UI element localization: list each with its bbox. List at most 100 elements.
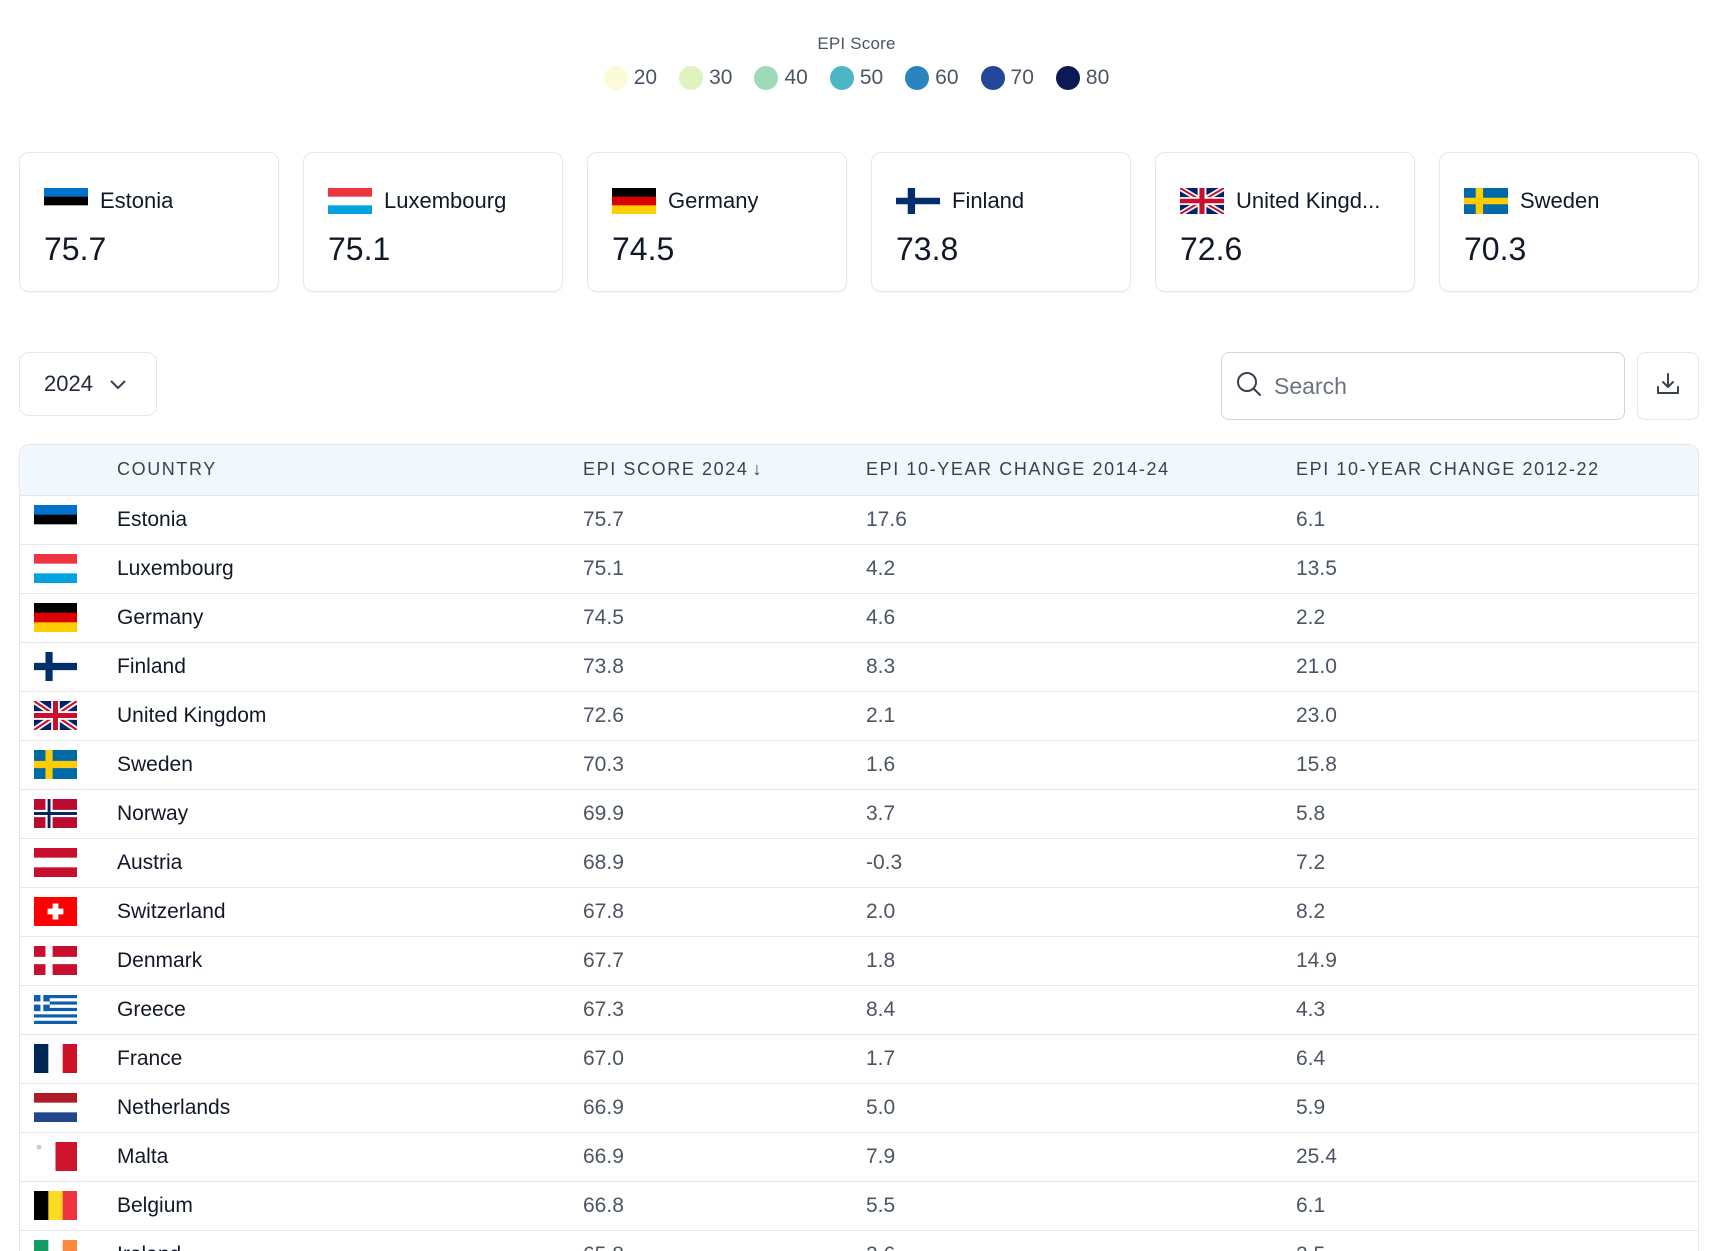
table-row[interactable]: Greece 67.3 8.4 4.3 bbox=[20, 985, 1698, 1034]
country-cell: Netherlands bbox=[117, 1095, 231, 1119]
legend-item: 70 bbox=[980, 66, 1034, 90]
country-cell: Sweden bbox=[117, 752, 193, 776]
country-card-score: 75.7 bbox=[44, 231, 107, 267]
table-row[interactable]: Norway 69.9 3.7 5.8 bbox=[20, 789, 1698, 838]
greece-flag-icon bbox=[20, 985, 117, 1034]
country-card-name: Finland bbox=[952, 188, 1025, 213]
country-card-header: Estonia bbox=[44, 187, 254, 215]
download-button[interactable] bbox=[1637, 352, 1699, 420]
change-2014-24-cell: 5.0 bbox=[866, 1095, 896, 1119]
united-kingdom-flag bbox=[1180, 188, 1224, 214]
score-cell: 66.9 bbox=[583, 1144, 624, 1168]
table-row[interactable]: Netherlands 66.9 5.0 5.9 bbox=[20, 1083, 1698, 1132]
country-card-header: Luxembourg bbox=[328, 187, 538, 215]
legend-item-label: 50 bbox=[859, 66, 884, 89]
country-cell: Belgium bbox=[117, 1193, 193, 1217]
search-box[interactable] bbox=[1221, 352, 1625, 420]
flag-header bbox=[20, 445, 117, 495]
legend-item-label: 70 bbox=[1010, 66, 1034, 89]
change-2012-22-cell: 21.0 bbox=[1296, 654, 1337, 678]
change-2012-22-cell: 6.1 bbox=[1296, 1193, 1326, 1217]
change-2012-22-cell: 2.2 bbox=[1296, 605, 1326, 629]
epi-score-legend: EPI Score 20 30 40 50 60 70 80 bbox=[0, 34, 1713, 90]
table-row[interactable]: Ireland 65.8 2.6 2.5 bbox=[20, 1230, 1698, 1251]
table-row[interactable]: Sweden 70.3 1.6 15.8 bbox=[20, 740, 1698, 789]
legend-title: EPI Score bbox=[817, 34, 896, 53]
change-2012-22-cell: 25.4 bbox=[1296, 1144, 1337, 1168]
legend-color-dot bbox=[679, 66, 704, 90]
score-cell: 65.8 bbox=[583, 1230, 866, 1251]
top-country-cards: Estonia 75.7 Luxembourg 75.1 Germany 74.… bbox=[19, 152, 1699, 292]
country-card-score: 74.5 bbox=[612, 231, 675, 267]
luxembourg-flag bbox=[328, 188, 372, 214]
country-header[interactable]: COUNTRY bbox=[117, 459, 217, 480]
score-cell: 66.8 bbox=[583, 1193, 624, 1217]
country-cell: United Kingdom bbox=[117, 703, 267, 727]
table-row[interactable]: Austria 68.9 -0.3 7.2 bbox=[20, 838, 1698, 887]
legend-item-label: 60 bbox=[935, 66, 959, 89]
country-card-score: 72.6 bbox=[1180, 231, 1243, 267]
legend-item: 50 bbox=[829, 66, 884, 90]
country-card-header: Finland bbox=[896, 187, 1106, 215]
legend-item-label: 40 bbox=[784, 66, 808, 89]
belgium-flag-icon bbox=[20, 1181, 117, 1230]
table-row[interactable]: Switzerland 67.8 2.0 8.2 bbox=[20, 887, 1698, 936]
estonia-flag bbox=[44, 188, 88, 214]
table-row[interactable]: United Kingdom 72.6 2.1 23.0 bbox=[20, 691, 1698, 740]
country-card[interactable]: Germany 74.5 bbox=[587, 152, 847, 292]
legend-item: 40 bbox=[754, 66, 808, 90]
search-input[interactable] bbox=[1274, 372, 1614, 400]
legend-items: 20 30 40 50 60 70 80 bbox=[0, 66, 1713, 90]
germany-flag bbox=[612, 188, 656, 214]
table-row[interactable]: Belgium 66.8 5.5 6.1 bbox=[20, 1181, 1698, 1230]
country-card-name: Sweden bbox=[1520, 188, 1600, 213]
change-2014-24-cell: 2.6 bbox=[866, 1230, 1296, 1251]
table-row[interactable]: Denmark 67.7 1.8 14.9 bbox=[20, 936, 1698, 985]
table-row[interactable]: Finland 73.8 8.3 21.0 bbox=[20, 642, 1698, 691]
score-cell: 69.9 bbox=[583, 801, 624, 825]
country-card[interactable]: Estonia 75.7 bbox=[19, 152, 279, 292]
country-card-name: Luxembourg bbox=[384, 188, 507, 213]
country-card[interactable]: Finland 73.8 bbox=[871, 152, 1131, 292]
country-card[interactable]: Luxembourg 75.1 bbox=[303, 152, 563, 292]
change-2014-24-header[interactable]: EPI 10-YEAR CHANGE 2014-24 bbox=[866, 459, 1170, 480]
denmark-flag-icon bbox=[20, 936, 117, 985]
country-cell: Finland bbox=[117, 654, 186, 678]
score-cell: 67.3 bbox=[583, 997, 624, 1021]
country-card-score: 70.3 bbox=[1464, 231, 1527, 267]
table-row[interactable]: Malta 66.9 7.9 25.4 bbox=[20, 1132, 1698, 1181]
france-flag-icon bbox=[20, 1034, 117, 1083]
legend-color-dot bbox=[980, 66, 1005, 90]
score-cell: 75.7 bbox=[583, 507, 624, 531]
change-2014-24-cell: 3.7 bbox=[866, 801, 896, 825]
table-row[interactable]: Germany 74.5 4.6 2.2 bbox=[20, 593, 1698, 642]
country-cell: Switzerland bbox=[117, 899, 226, 923]
country-card[interactable]: United Kingd... 72.6 bbox=[1155, 152, 1415, 292]
score-cell: 67.8 bbox=[583, 899, 624, 923]
country-cell: Austria bbox=[117, 850, 183, 874]
country-cell: Greece bbox=[117, 997, 186, 1021]
change-2014-24-cell: 7.9 bbox=[866, 1144, 896, 1168]
change-2012-22-cell: 13.5 bbox=[1296, 556, 1337, 580]
year-select[interactable]: 2024 bbox=[19, 352, 157, 416]
table-row[interactable]: Luxembourg 75.1 4.2 13.5 bbox=[20, 544, 1698, 593]
chevron-down-icon bbox=[109, 371, 127, 397]
score-cell: 67.7 bbox=[583, 948, 624, 972]
table-row[interactable]: Estonia 75.7 17.6 6.1 bbox=[20, 495, 1698, 544]
table-row[interactable]: France 67.0 1.7 6.4 bbox=[20, 1034, 1698, 1083]
country-cell: Luxembourg bbox=[117, 556, 234, 580]
switzerland-flag-icon bbox=[20, 887, 117, 936]
luxembourg-flag-icon bbox=[20, 544, 117, 593]
germany-flag-icon bbox=[20, 593, 117, 642]
change-2014-24-cell: 5.5 bbox=[866, 1193, 896, 1217]
country-card-name: Estonia bbox=[100, 188, 174, 213]
change-2014-24-cell: 4.6 bbox=[866, 605, 896, 629]
change-2012-22-header[interactable]: EPI 10-YEAR CHANGE 2012-22 bbox=[1296, 459, 1600, 480]
change-2012-22-cell: 6.4 bbox=[1296, 1046, 1326, 1070]
country-cell: Norway bbox=[117, 801, 189, 825]
country-cell: Denmark bbox=[117, 948, 203, 972]
score-header[interactable]: EPI SCORE 2024 ↓ bbox=[583, 445, 866, 495]
change-2012-22-cell: 6.1 bbox=[1296, 507, 1326, 531]
country-card[interactable]: Sweden 70.3 bbox=[1439, 152, 1699, 292]
change-2012-22-cell: 8.2 bbox=[1296, 899, 1326, 923]
